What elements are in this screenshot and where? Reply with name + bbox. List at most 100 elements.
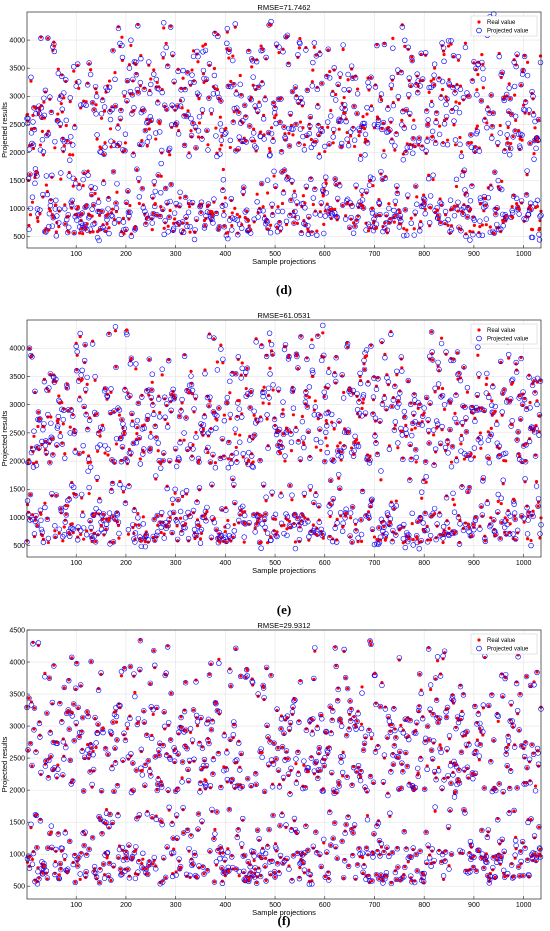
real-value-point [320, 125, 324, 130]
real-value-point [137, 814, 141, 819]
y-tick-label: 3000 [9, 94, 25, 101]
projected-value-point [395, 440, 401, 446]
real-value-point [155, 706, 159, 710]
projected-value-point [457, 86, 464, 93]
real-value-point [105, 392, 110, 396]
real-value-point [198, 537, 203, 541]
real-value-point [427, 173, 431, 177]
real-value-point [185, 70, 190, 74]
real-value-point [398, 389, 402, 393]
projected-value-point [43, 449, 50, 456]
real-value-point [457, 371, 461, 375]
projected-value-point [333, 97, 339, 103]
real-value-point [55, 220, 59, 225]
real-value-point [337, 476, 341, 480]
real-value-point [381, 224, 385, 229]
projected-value-point [84, 82, 91, 88]
real-value-point [508, 97, 512, 101]
projected-value-point [335, 452, 341, 459]
projected-value-point [37, 207, 43, 213]
real-value-point [534, 479, 539, 484]
projected-value-point [509, 207, 515, 214]
real-value-point [152, 858, 156, 862]
projected-value-point [26, 459, 32, 465]
projected-value-point [128, 450, 134, 456]
real-value-point [41, 871, 45, 875]
projected-value-point [83, 203, 90, 209]
projected-value-point [381, 524, 387, 531]
projected-value-point [111, 788, 117, 794]
projected-value-point [353, 218, 360, 224]
projected-value-point [483, 216, 490, 222]
projected-value-point [175, 751, 181, 757]
real-value-point [529, 207, 533, 212]
real-value-point [229, 458, 233, 462]
real-value-point [188, 512, 192, 517]
projected-value-point [67, 838, 73, 844]
real-value-point [142, 108, 146, 112]
real-value-point [146, 122, 150, 126]
real-value-point [137, 436, 141, 441]
projected-value-point [267, 371, 273, 377]
projected-value-point [206, 333, 213, 340]
real-value-point [455, 351, 460, 355]
real-value-point [54, 230, 58, 234]
real-value-point [412, 118, 416, 122]
real-value-point [492, 519, 496, 523]
real-value-point [62, 686, 66, 690]
projected-value-point [156, 747, 162, 753]
real-value-point [219, 343, 223, 347]
projected-value-point [321, 182, 327, 188]
projected-value-point [46, 385, 52, 391]
real-value-point [217, 224, 221, 229]
real-value-point [293, 86, 298, 90]
real-value-point [125, 328, 129, 332]
real-value-point [140, 393, 144, 397]
projected-value-point [216, 530, 223, 536]
projected-value-point [392, 383, 398, 390]
real-value-point [403, 414, 407, 419]
projected-value-point [117, 702, 123, 709]
projected-value-point [169, 821, 175, 827]
projected-value-point [121, 89, 128, 96]
real-value-point [447, 78, 451, 82]
real-value-point [438, 221, 443, 225]
real-value-point [430, 352, 434, 356]
real-value-point [231, 54, 235, 58]
projected-value-point [55, 766, 61, 773]
projected-value-point [476, 148, 483, 154]
projected-value-point [127, 88, 134, 95]
projected-value-point [160, 879, 166, 885]
real-value-point [244, 139, 248, 143]
projected-value-point [102, 227, 109, 233]
projected-value-point [396, 400, 402, 407]
projected-value-point [197, 780, 204, 786]
projected-value-point [122, 147, 128, 154]
real-value-point [485, 376, 489, 380]
projected-value-point [289, 178, 295, 184]
projected-value-point [392, 198, 399, 204]
projected-value-point [34, 206, 41, 212]
projected-value-point [397, 213, 404, 219]
real-value-point [219, 536, 223, 540]
projected-value-point [153, 435, 159, 441]
projected-value-point [74, 537, 81, 543]
projected-value-point [82, 341, 88, 348]
real-value-point [338, 487, 342, 491]
real-value-point [190, 454, 194, 458]
projected-value-point [223, 538, 230, 545]
projected-value-point [48, 753, 54, 759]
real-value-point [346, 345, 350, 349]
real-value-point [167, 808, 171, 812]
projected-value-point [177, 440, 183, 446]
projected-value-point [305, 518, 311, 525]
projected-value-point [518, 81, 524, 88]
real-value-point [447, 526, 451, 530]
projected-value-point [292, 545, 299, 552]
real-value-point [384, 536, 388, 540]
projected-value-point [515, 429, 521, 435]
real-value-point [91, 835, 95, 840]
projected-value-point [52, 533, 59, 540]
real-value-point [71, 153, 75, 157]
projected-value-point [433, 110, 440, 116]
